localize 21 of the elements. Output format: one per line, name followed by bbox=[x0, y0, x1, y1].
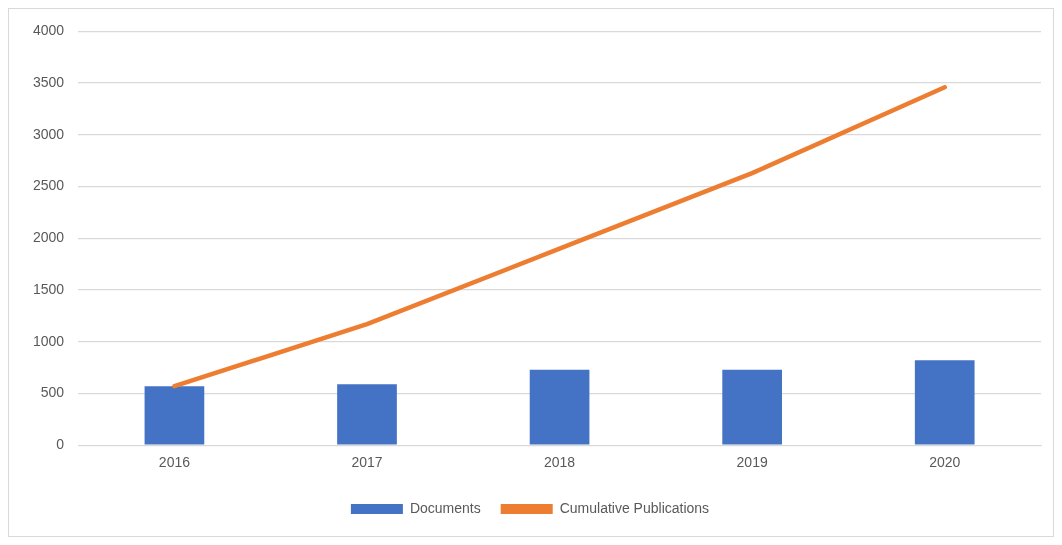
y-tick-label: 3500 bbox=[32, 73, 65, 90]
y-tick-label: 0 bbox=[56, 436, 65, 453]
y-tick-label: 2500 bbox=[32, 177, 65, 194]
x-tick-label: 2017 bbox=[351, 454, 383, 471]
x-tick-label: 2016 bbox=[158, 454, 191, 471]
legend-label: Documents bbox=[409, 499, 481, 516]
y-tick-label: 4000 bbox=[32, 22, 65, 39]
bar bbox=[337, 384, 397, 445]
bar bbox=[914, 360, 975, 445]
y-tick-label: 1500 bbox=[32, 280, 65, 297]
y-tick-label: 2000 bbox=[32, 229, 65, 246]
bar bbox=[722, 369, 782, 445]
x-tick-label: 2018 bbox=[543, 454, 576, 471]
x-tick-label: 2020 bbox=[929, 454, 961, 471]
legend-label: Cumulative Publications bbox=[559, 499, 710, 516]
x-tick-label: 2019 bbox=[736, 454, 768, 471]
bar bbox=[144, 386, 205, 445]
bar bbox=[529, 369, 590, 445]
y-tick-label: 1000 bbox=[32, 332, 65, 349]
y-tick-label: 3000 bbox=[32, 125, 65, 142]
y-tick-label: 500 bbox=[40, 384, 65, 401]
